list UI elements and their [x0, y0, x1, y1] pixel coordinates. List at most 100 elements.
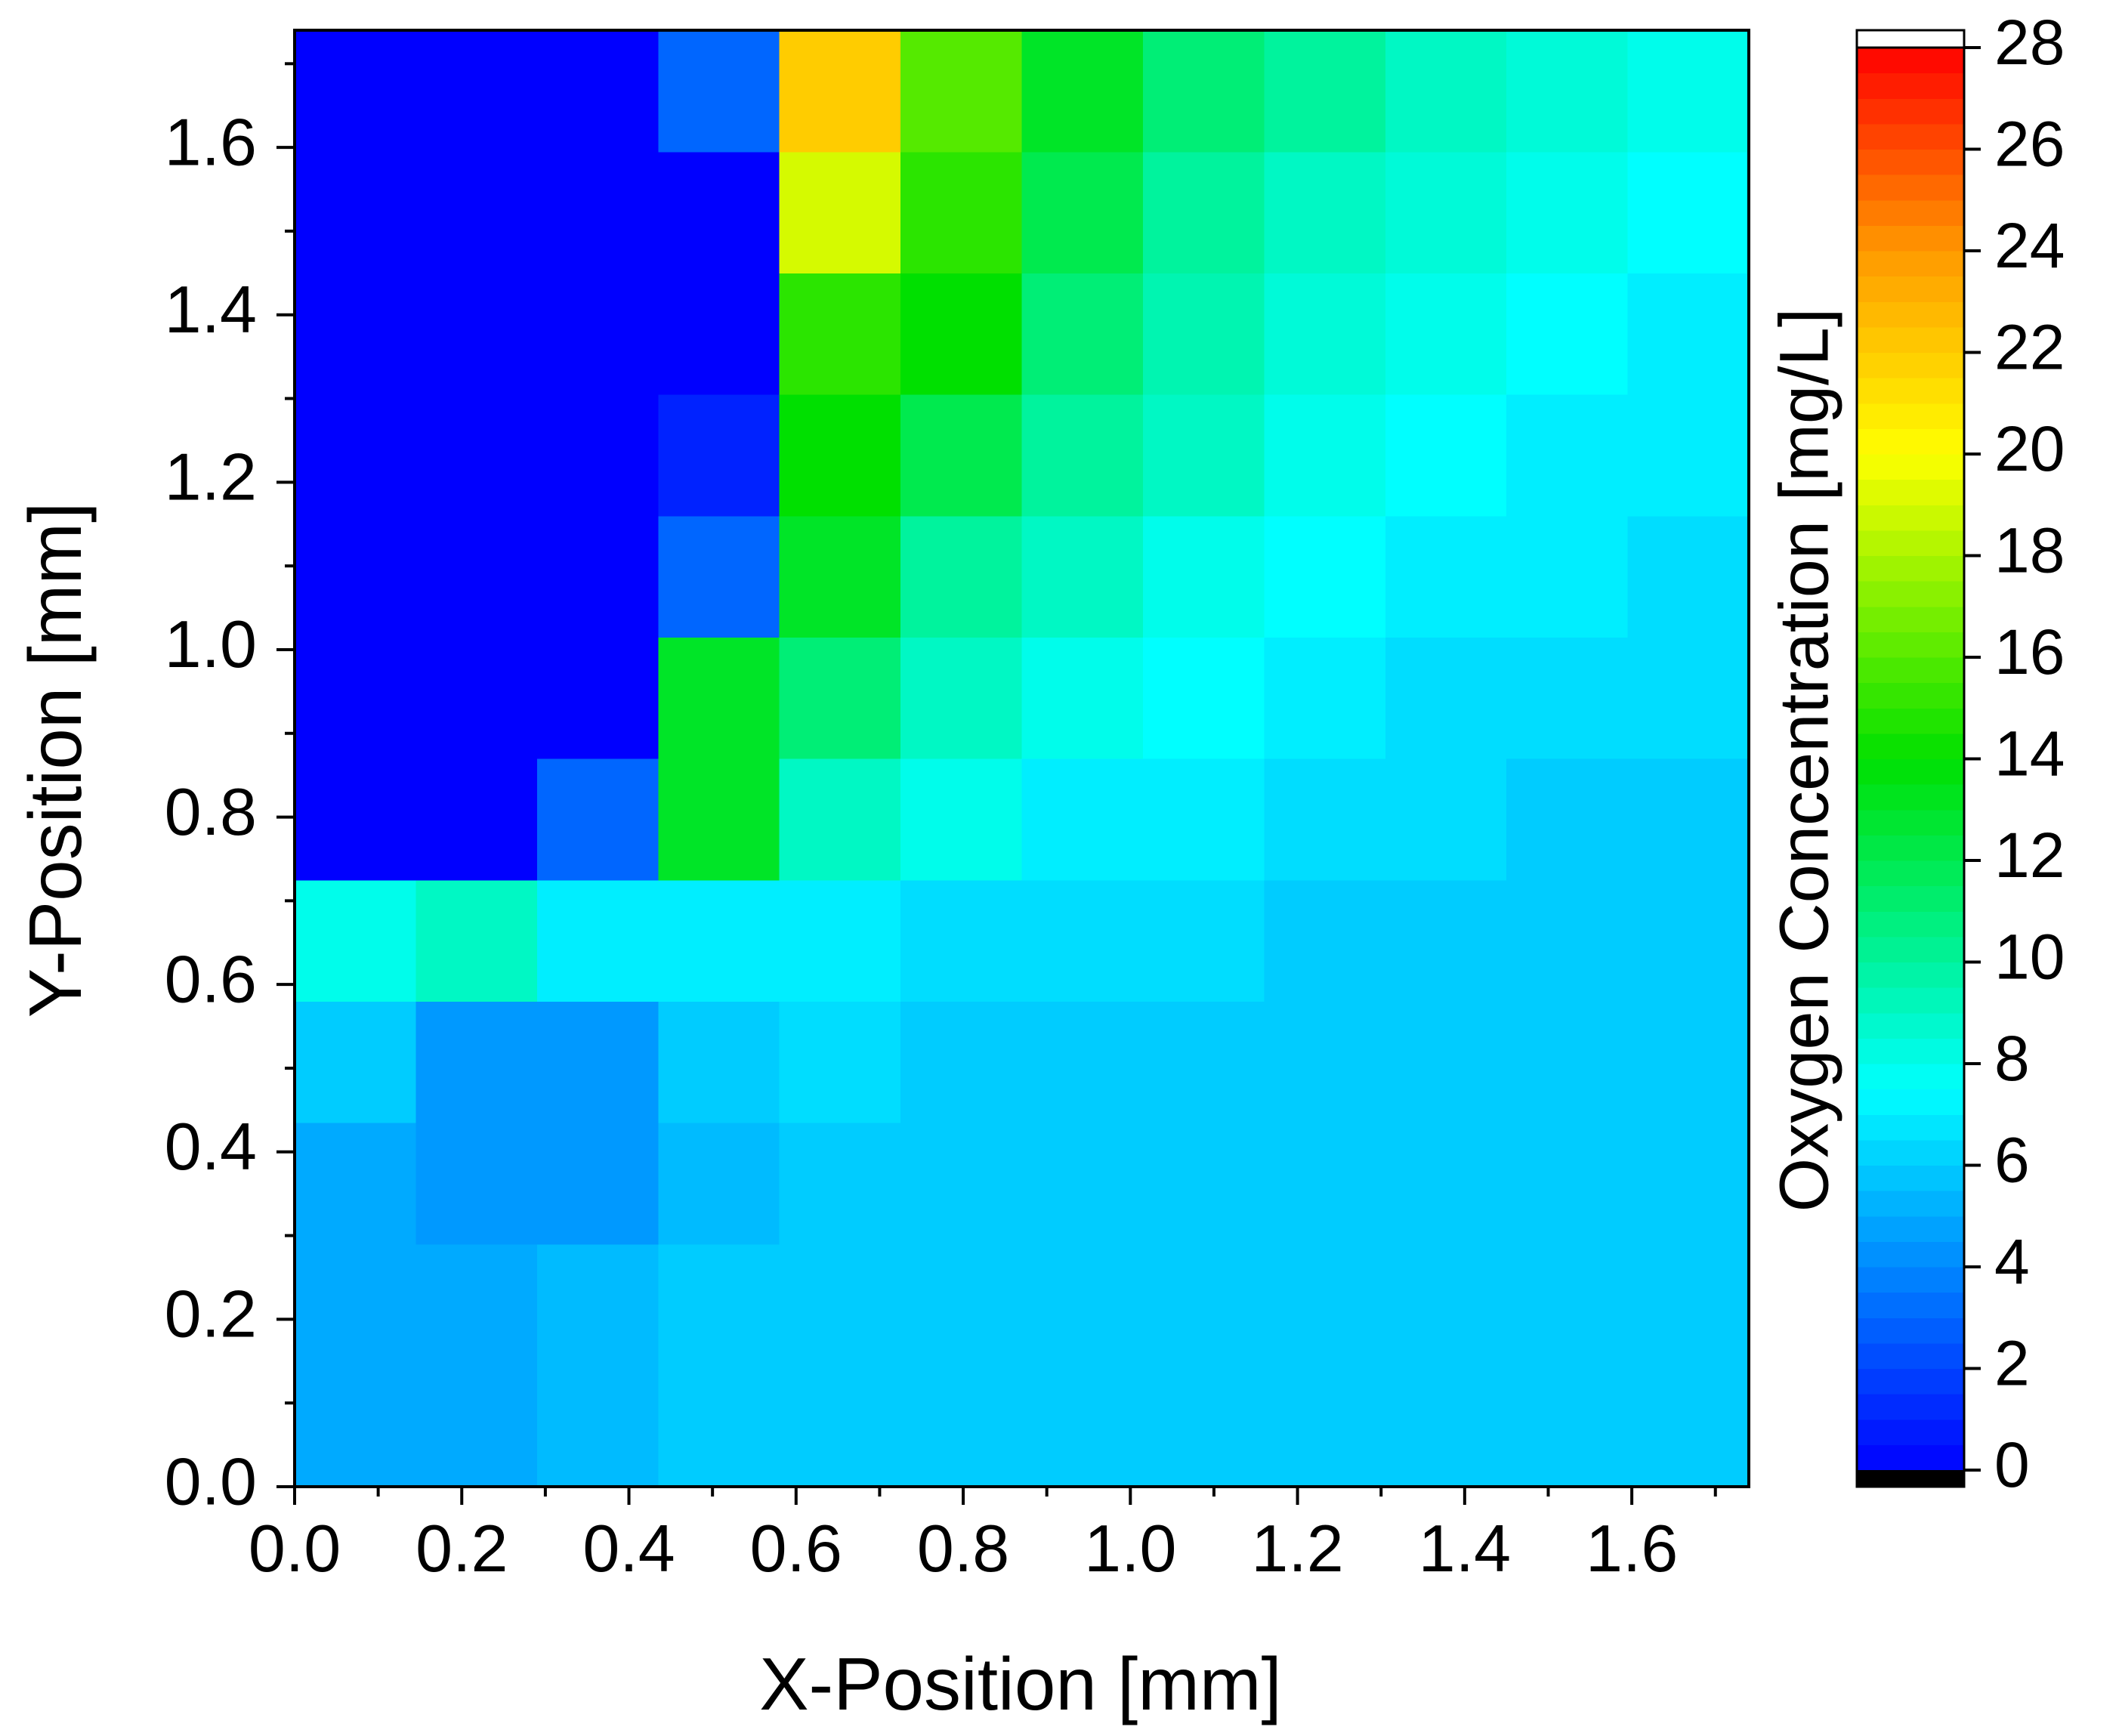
colorbar-step	[1857, 1267, 1964, 1293]
heatmap-cell	[415, 394, 538, 517]
colorbar-step	[1857, 1012, 1964, 1039]
colorbar-step	[1857, 149, 1964, 175]
colorbar-step	[1857, 682, 1964, 709]
heatmap-cell	[1264, 273, 1386, 395]
colorbar-step	[1857, 555, 1964, 582]
heatmap-cell	[1506, 1001, 1629, 1123]
heatmap-cell	[658, 758, 780, 881]
heatmap-cell	[779, 758, 901, 881]
heatmap-cell	[1627, 1243, 1750, 1366]
colorbar-step	[1857, 1368, 1964, 1395]
heatmap-cell	[1385, 758, 1507, 881]
heatmap-cell	[658, 879, 780, 1002]
heatmap-cell	[779, 637, 901, 759]
heatmap-cell	[536, 637, 659, 759]
colorbar-step	[1857, 123, 1964, 150]
heatmap-cell	[658, 637, 780, 759]
colorbar-step	[1857, 1165, 1964, 1191]
heatmap-cell	[1021, 394, 1144, 517]
heatmap-cell	[1506, 1123, 1629, 1245]
heatmap-cell	[1264, 151, 1386, 273]
heatmap-cell	[1264, 1243, 1386, 1366]
heatmap-cell	[900, 637, 1023, 759]
x-tick-label: 1.2	[1251, 1511, 1343, 1586]
colorbar-tick-label: 2	[1994, 1328, 2030, 1399]
heatmap-cell	[658, 1001, 780, 1123]
heatmap-cell	[1506, 1365, 1629, 1487]
heatmap-cell	[415, 758, 538, 881]
heatmap-cell	[415, 637, 538, 759]
heatmap-cell	[536, 1123, 659, 1245]
heatmap-cell	[295, 273, 417, 395]
colorbar-step	[1857, 505, 1964, 531]
heatmap-cell	[536, 394, 659, 517]
heatmap-cell	[1627, 879, 1750, 1002]
colorbar-step	[1857, 1089, 1964, 1115]
heatmap-cell	[779, 1123, 901, 1245]
colorbar-step	[1857, 530, 1964, 557]
x-tick-label: 0.0	[249, 1511, 341, 1586]
colorbar-tick-label: 10	[1994, 922, 2065, 993]
heatmap-cell	[415, 515, 538, 638]
colorbar-step	[1857, 758, 1964, 785]
heatmap-cell	[779, 30, 901, 153]
y-tick-label: 0.6	[165, 941, 257, 1016]
heatmap-cell	[295, 1365, 417, 1487]
heatmap-cell	[658, 151, 780, 273]
heatmap-cell	[1264, 394, 1386, 517]
heatmap-cell	[779, 1365, 901, 1487]
heatmap-cell	[1021, 30, 1144, 153]
heatmap-cell	[1506, 637, 1629, 759]
colorbar-step	[1857, 809, 1964, 836]
colorbar-tick-label: 28	[1994, 7, 2065, 78]
heatmap-cell	[1385, 151, 1507, 273]
colorbar-step	[1857, 733, 1964, 760]
colorbar-tick-label: 6	[1994, 1125, 2030, 1196]
y-tick-label: 0.2	[165, 1277, 257, 1351]
heatmap-cell	[536, 30, 659, 153]
heatmap-cell	[1506, 758, 1629, 881]
heatmap-cell	[536, 273, 659, 395]
heatmap-cell	[779, 394, 901, 517]
y-axis-title: Y-Position [mm]	[14, 502, 97, 1018]
heatmap-cell	[1264, 1365, 1386, 1487]
heatmap-cell	[1142, 515, 1265, 638]
heatmap-cell	[1264, 1001, 1386, 1123]
colorbar-step	[1857, 581, 1964, 607]
colorbar-tick-label: 0	[1994, 1429, 2030, 1500]
heatmap-cell	[1021, 1243, 1144, 1366]
colorbar-step	[1857, 479, 1964, 505]
heatmap-cell	[779, 879, 901, 1002]
heatmap-cell	[415, 273, 538, 395]
heatmap-cell	[1385, 30, 1507, 153]
heatmap-cell	[1506, 1243, 1629, 1366]
heatmap-cell	[1627, 637, 1750, 759]
heatmap-cell	[779, 515, 901, 638]
heatmap-cell	[536, 758, 659, 881]
heatmap-cell	[1264, 515, 1386, 638]
colorbar-title: Oxygen Concentration [mg/L]	[1765, 308, 1842, 1212]
heatmap-cell	[415, 30, 538, 153]
heatmap-cell	[900, 879, 1023, 1002]
colorbar-step	[1857, 352, 1964, 378]
heatmap-cell	[295, 879, 417, 1002]
heatmap-cell	[1385, 273, 1507, 395]
colorbar-tick-label: 26	[1994, 109, 2065, 180]
colorbar-step	[1857, 885, 1964, 912]
heatmap-cell	[658, 1365, 780, 1487]
y-tick-label: 1.4	[165, 272, 257, 347]
heatmap-cell	[900, 151, 1023, 273]
heatmap-cell	[1142, 273, 1265, 395]
heatmap-cell	[779, 273, 901, 395]
heatmap-cell	[1385, 637, 1507, 759]
heatmap-cell	[1142, 637, 1265, 759]
colorbar-step	[1857, 403, 1964, 429]
heatmap-cell	[295, 1123, 417, 1245]
heatmap-cell	[900, 394, 1023, 517]
heatmap-cell	[1264, 879, 1386, 1002]
heatmap-cell	[295, 637, 417, 759]
heatmap-cell	[900, 1001, 1023, 1123]
y-tick-label: 1.6	[165, 104, 257, 179]
colorbar-step	[1857, 1191, 1964, 1217]
plot-frame	[293, 29, 1750, 1488]
